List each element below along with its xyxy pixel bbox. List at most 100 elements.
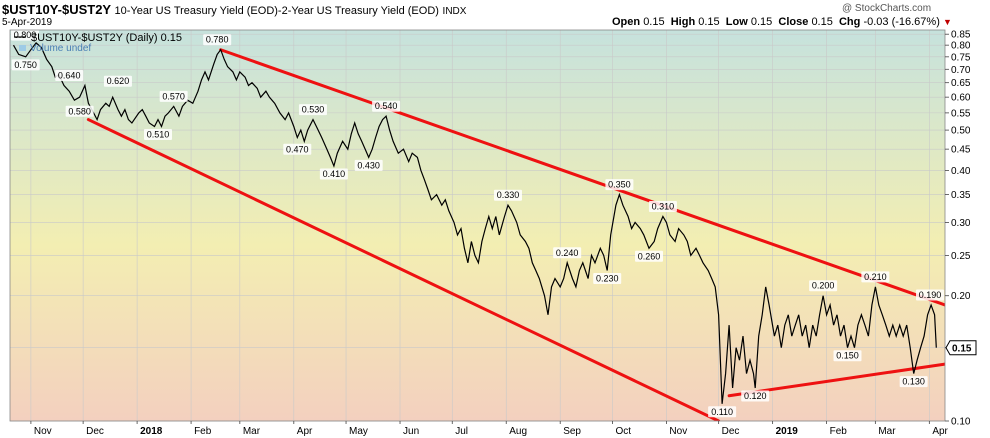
trend-line: [86, 118, 721, 421]
data-label-bg: [833, 350, 862, 362]
data-label-bg: [65, 105, 94, 117]
data-label-text: 0.780: [206, 35, 229, 45]
x-tick: Oct: [612, 421, 631, 437]
x-tick-label: Mar: [878, 426, 896, 437]
data-label: 0.350: [605, 179, 634, 191]
y-tick-label: 0.20: [951, 291, 971, 302]
data-label-text: 0.640: [58, 70, 81, 80]
data-label-text: 0.310: [652, 202, 675, 212]
exchange-label: INDX: [442, 6, 467, 17]
data-label-text: 0.190: [919, 290, 942, 300]
y-tick: 0.80: [945, 41, 971, 52]
y-tick-label: 0.70: [951, 65, 971, 76]
data-label: 0.200: [809, 280, 838, 292]
y-tick-label: 0.80: [951, 41, 971, 52]
y-tick-label: 0.75: [951, 52, 971, 63]
legend-volume-label: Volume undef: [30, 43, 91, 54]
data-label-bg: [11, 29, 39, 41]
data-label: 0.530: [298, 104, 327, 116]
data-label-bg: [372, 100, 401, 112]
y-tick-label: 0.85: [951, 30, 971, 41]
x-tick: Feb: [190, 421, 212, 437]
data-label-text: 0.410: [323, 169, 346, 179]
x-tick: Apr: [928, 421, 949, 437]
data-label: 0.430: [354, 159, 383, 171]
data-label-bg: [553, 247, 582, 259]
data-label-bg: [899, 376, 928, 388]
data-label-bg: [55, 69, 84, 81]
x-tick-label: Nov: [669, 426, 687, 437]
x-tick: 2019: [772, 421, 798, 437]
data-label-text: 0.800: [14, 30, 37, 40]
x-axis: Nov Dec 2018 Feb Mar Apr May Jun Jul Aug Sep Oct Nov…: [30, 421, 949, 437]
volume-swatch: [19, 45, 26, 51]
y-tick: 0.35: [945, 190, 971, 201]
y-tick: 0.70: [945, 65, 971, 76]
data-label-bg: [143, 129, 172, 141]
data-label-text: 0.350: [608, 180, 631, 190]
x-tick: Nov: [30, 421, 52, 437]
symbol-description: 10-Year US Treasury Yield (EOD)-2-Year U…: [114, 5, 439, 17]
plot-background: [10, 30, 945, 421]
y-tick: 0.50: [945, 126, 971, 137]
data-label: 0.470: [283, 143, 312, 155]
grid-lines: [10, 30, 945, 422]
data-label-text: 0.230: [596, 273, 619, 283]
data-label: 0.640: [55, 69, 84, 81]
symbol-text: $UST10Y-$UST2Y: [2, 2, 111, 17]
y-tick: 0.65: [945, 78, 971, 89]
legend-series-label: $UST10Y-$UST2Y (Daily) 0.15: [31, 32, 182, 44]
x-tick: Aug: [505, 421, 527, 437]
x-tick-label: Oct: [615, 426, 631, 437]
x-tick-label: May: [349, 426, 368, 437]
low-label: Low: [725, 16, 748, 28]
data-label: 0.210: [861, 271, 890, 283]
data-label: 0.240: [553, 247, 582, 259]
x-tick-label: Aug: [509, 426, 527, 437]
data-label-bg: [159, 90, 188, 102]
x-tick-label: Apr: [297, 426, 313, 437]
data-label-bg: [916, 289, 944, 301]
high-label: High: [670, 16, 696, 28]
data-label-bg: [283, 143, 312, 155]
low-value: 0.15: [750, 16, 773, 28]
data-label: 0.120: [741, 390, 770, 402]
x-tick: Sep: [559, 421, 581, 437]
y-tick-label: 0.30: [951, 218, 971, 229]
x-tick-label: Sep: [563, 426, 581, 437]
data-label-bg: [635, 250, 664, 262]
y-axis: 0.850.800.75 0.70 0.65 0.60 0.55 0.50 0.45 0.40…: [945, 30, 971, 428]
data-label-text: 0.240: [556, 248, 579, 258]
y-tick: 0.45: [945, 145, 971, 156]
data-label-bg: [861, 271, 890, 283]
x-tick: Mar: [874, 421, 896, 437]
y-tick-label: 0.10: [951, 417, 971, 428]
data-label: 0.110: [708, 406, 737, 418]
data-labels: 0.800 0.750 0.640 0.580 0.620 0.510 0.570 0.780…: [11, 29, 944, 418]
data-label-text: 0.620: [107, 76, 130, 86]
data-label-bg: [298, 104, 327, 116]
data-label-text: 0.150: [836, 351, 859, 361]
x-tick-label: Apr: [932, 426, 948, 437]
data-label: 0.620: [103, 75, 132, 87]
chg-value: -0.03 (-16.67%): [863, 16, 940, 28]
data-label-text: 0.260: [638, 251, 661, 261]
y-tick: 0.75: [945, 52, 971, 63]
x-tick-label: 2018: [140, 426, 163, 437]
data-label: 0.750: [11, 59, 40, 71]
y-tick: 0.10: [945, 417, 971, 428]
close-label: Close: [778, 16, 809, 28]
data-label: 0.800: [11, 29, 39, 41]
data-label: 0.580: [65, 105, 94, 117]
data-label-bg: [354, 159, 383, 171]
down-arrow-icon: ▼: [942, 17, 952, 27]
chart-date: 5-Apr-2019: [2, 17, 53, 28]
data-label: 0.780: [203, 34, 232, 46]
data-label: 0.310: [648, 201, 677, 213]
x-tick: May: [345, 421, 368, 437]
trend-line: [727, 362, 945, 398]
data-label-text: 0.470: [286, 144, 309, 154]
data-label-bg: [103, 75, 132, 87]
data-label: 0.130: [899, 376, 928, 388]
data-label-bg: [11, 59, 40, 71]
